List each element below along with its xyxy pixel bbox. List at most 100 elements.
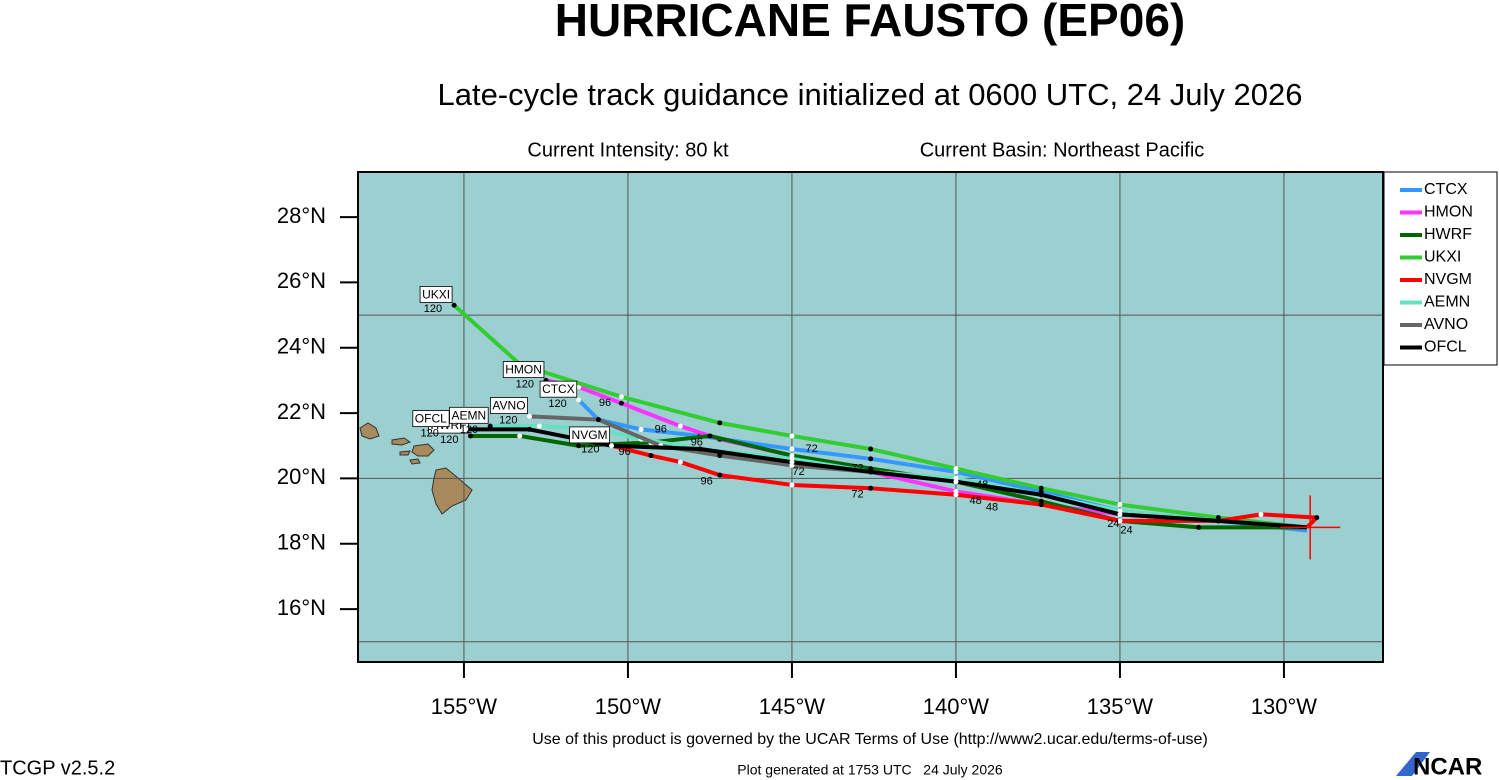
track-point	[1196, 524, 1202, 530]
hour-label: 96	[599, 397, 611, 409]
hour-label: 96	[701, 476, 713, 488]
track-point	[789, 482, 795, 488]
legend-label: AEMN	[1424, 294, 1470, 311]
terms: Use of this product is governed by the U…	[532, 731, 1208, 748]
track-point	[1117, 511, 1123, 517]
y-tick-label: 22°N	[277, 399, 326, 424]
hour-label: 72	[851, 463, 863, 475]
y-tick-label: 24°N	[277, 334, 326, 359]
track-name-box	[490, 397, 528, 414]
island	[399, 450, 411, 456]
hour-label: 72	[805, 443, 817, 455]
track-point	[1038, 485, 1044, 491]
legend-label: AVNO	[1424, 316, 1468, 333]
track-point	[697, 446, 703, 452]
track-point	[953, 466, 959, 472]
track-point	[1038, 502, 1044, 508]
island	[391, 437, 412, 446]
track-name: NVGM	[572, 428, 608, 442]
track-point	[517, 433, 523, 439]
legend-label: UKXI	[1424, 249, 1461, 266]
track-point	[487, 423, 493, 429]
end-hour-label: 120	[499, 414, 517, 426]
track-point	[451, 302, 457, 308]
x-tick-label: 145°W	[759, 694, 826, 719]
island	[431, 467, 473, 515]
end-hour-label: 120	[581, 444, 599, 456]
legend-label: HWRF	[1424, 226, 1472, 243]
hour-label: 48	[986, 502, 998, 514]
track-name: UKXI	[422, 287, 450, 301]
hour-label: 72	[792, 466, 804, 478]
hour-label: 96	[655, 423, 667, 435]
hour-label: 24	[1120, 525, 1132, 537]
hour-label: 48	[976, 479, 988, 491]
track-point	[789, 446, 795, 452]
hour-label: 48	[969, 495, 981, 507]
chart-title: HURRICANE FAUSTO (EP06)	[555, 0, 1185, 46]
track-point	[638, 426, 644, 432]
y-tick-label: 26°N	[277, 268, 326, 293]
track-point	[618, 394, 624, 400]
x-tick-label: 150°W	[595, 694, 662, 719]
end-hour-label: 120	[460, 424, 478, 436]
y-tick-label: 28°N	[277, 203, 326, 228]
version: TCGP v2.5.2	[0, 757, 115, 779]
track-name: AEMN	[452, 408, 487, 422]
track-point	[527, 426, 533, 432]
track-point	[1258, 511, 1264, 517]
end-hour-label: 120	[516, 378, 534, 390]
track-point	[1215, 518, 1221, 524]
end-hour-label: 120	[440, 434, 458, 446]
hour-label: 72	[851, 489, 863, 501]
track-name-box	[412, 410, 450, 427]
track-point	[789, 433, 795, 439]
track-point	[717, 472, 723, 478]
track-point	[677, 459, 683, 465]
island	[409, 458, 421, 465]
island	[411, 443, 435, 457]
track-name-box	[539, 380, 578, 398]
legend-label: CTCX	[1424, 181, 1468, 198]
generated: Plot generated at 1753 UTC 24 July 2026	[737, 762, 1003, 778]
hawaii-islands	[359, 422, 473, 515]
x-tick-label: 135°W	[1087, 694, 1154, 719]
track-name-box	[569, 426, 610, 444]
hour-label: 96	[619, 446, 631, 458]
track-point	[789, 459, 795, 465]
track-point	[868, 446, 874, 452]
basin: Current Basin: Northeast Pacific	[920, 139, 1205, 161]
track-name: AVNO	[492, 399, 525, 413]
logo-icon	[1396, 752, 1430, 776]
track-point	[648, 453, 654, 459]
track-point	[868, 485, 874, 491]
end-hour-label: 120	[420, 427, 438, 439]
track-point	[677, 423, 683, 429]
track-point	[468, 433, 474, 439]
track-point	[576, 384, 582, 390]
legend-label: OFCL	[1424, 339, 1467, 356]
legend-box	[1383, 171, 1498, 366]
track-point	[609, 443, 615, 449]
track-point	[868, 456, 874, 462]
legend-label: NVGM	[1424, 271, 1472, 288]
track-point	[1038, 492, 1044, 498]
y-tick-label: 16°N	[277, 595, 326, 620]
track-point	[953, 479, 959, 485]
track-point	[1117, 502, 1123, 508]
intensity: Current Intensity: 80 kt	[527, 139, 729, 161]
x-tick-label: 130°W	[1251, 694, 1318, 719]
track-name-box	[502, 361, 545, 378]
legend-label: HMON	[1424, 204, 1473, 221]
track-point	[717, 453, 723, 459]
track-point	[595, 417, 601, 423]
track-point	[618, 400, 624, 406]
track-point	[953, 492, 959, 498]
island	[359, 422, 380, 440]
subtitle: Late-cycle track guidance initialized at…	[437, 77, 1302, 112]
track-point	[1117, 518, 1123, 524]
x-tick-label: 140°W	[923, 694, 990, 719]
y-tick-label: 20°N	[277, 464, 326, 489]
plot-frame	[357, 171, 1384, 663]
